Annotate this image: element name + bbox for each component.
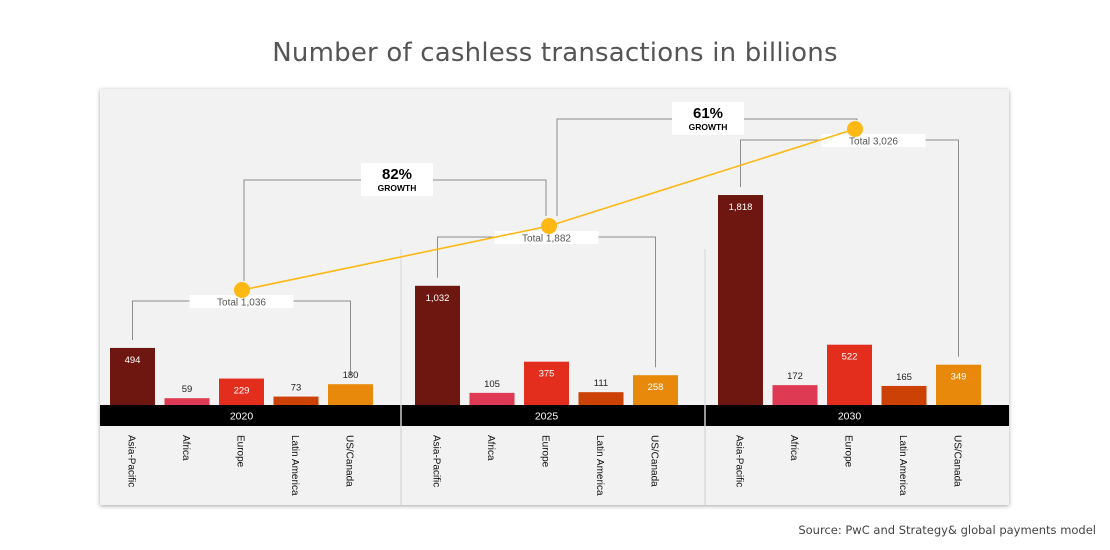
chart-panel: 2020 2025 2030 Total 1,036 Total 1,882 Total… xyxy=(100,89,1009,505)
bar-value-label: 165 xyxy=(896,372,912,383)
category-label: Africa xyxy=(485,435,496,461)
category-label: Asia-Pacific xyxy=(126,435,137,487)
total-point xyxy=(541,218,557,234)
bar xyxy=(633,375,678,405)
bar xyxy=(415,285,460,405)
total-point xyxy=(234,282,250,298)
growth-label: GROWTH xyxy=(378,183,417,193)
bar-value-label: 349 xyxy=(951,372,967,383)
total-bracket xyxy=(437,236,656,368)
category-label: Asia-Pacific xyxy=(431,435,442,487)
bar xyxy=(827,344,872,405)
bar xyxy=(219,378,264,405)
growth-label-box xyxy=(672,102,744,135)
bar xyxy=(110,347,155,405)
bar-value-label: 59 xyxy=(182,384,193,395)
cashless-transactions-chart: 2020 2025 2030 Total 1,036 Total 1,882 Total… xyxy=(100,102,1009,505)
year-label: 2025 xyxy=(535,411,559,423)
bar-value-label: 105 xyxy=(484,379,500,390)
total-bracket xyxy=(740,139,959,357)
bar-value-label: 1,818 xyxy=(729,202,753,213)
page-title: Number of cashless transactions in billi… xyxy=(272,38,838,68)
category-label: US/Canada xyxy=(952,435,963,487)
category-label: Europe xyxy=(843,435,854,468)
year-label: 2030 xyxy=(838,411,862,423)
category-label: Europe xyxy=(540,435,551,468)
category-label: US/Canada xyxy=(344,435,355,487)
growth-label: GROWTH xyxy=(689,122,728,132)
bar xyxy=(718,195,763,405)
category-label: Latin America xyxy=(897,435,908,496)
growth-percent: 82% xyxy=(382,166,412,183)
growth-label-box xyxy=(361,163,433,196)
total-point xyxy=(847,121,863,137)
bar-value-label: 73 xyxy=(291,383,302,394)
total-label-box xyxy=(494,231,599,244)
category-label: Africa xyxy=(180,435,191,461)
year-label: 2020 xyxy=(230,411,254,423)
bar xyxy=(578,392,624,405)
year-band xyxy=(100,405,1009,426)
bar-value-label: 172 xyxy=(787,371,803,382)
bar-value-label: 180 xyxy=(343,370,359,381)
source-note: Source: PwC and Strategy& global payment… xyxy=(798,523,1096,537)
total-label-box xyxy=(189,295,294,308)
bar xyxy=(328,384,373,405)
bar-value-label: 494 xyxy=(125,355,141,366)
category-label: Latin America xyxy=(594,435,605,496)
category-label: Asia-Pacific xyxy=(734,435,745,487)
bar-value-label: 111 xyxy=(594,378,608,389)
bar-value-label: 229 xyxy=(234,386,250,397)
category-label: Africa xyxy=(788,435,799,461)
bar xyxy=(273,396,319,405)
bar-value-label: 1,032 xyxy=(426,293,450,304)
total-trend-line xyxy=(241,128,856,291)
growth-percent: 61% xyxy=(693,105,723,122)
bar xyxy=(524,361,569,405)
bar-value-label: 522 xyxy=(842,352,858,363)
bar-value-label: 375 xyxy=(539,369,555,380)
total-label: Total 1,036 xyxy=(217,298,266,309)
total-bracket xyxy=(132,300,351,377)
bar-value-label: 258 xyxy=(648,382,664,393)
total-label-box xyxy=(821,134,926,147)
category-label: US/Canada xyxy=(649,435,660,487)
bar xyxy=(881,385,927,405)
bar xyxy=(469,392,515,405)
bar xyxy=(772,385,818,405)
bar xyxy=(936,364,981,405)
total-label: Total 1,882 xyxy=(522,234,571,245)
total-label: Total 3,026 xyxy=(849,137,898,148)
category-label: Europe xyxy=(235,435,246,468)
category-label: Latin America xyxy=(289,435,300,496)
bar xyxy=(164,398,210,405)
